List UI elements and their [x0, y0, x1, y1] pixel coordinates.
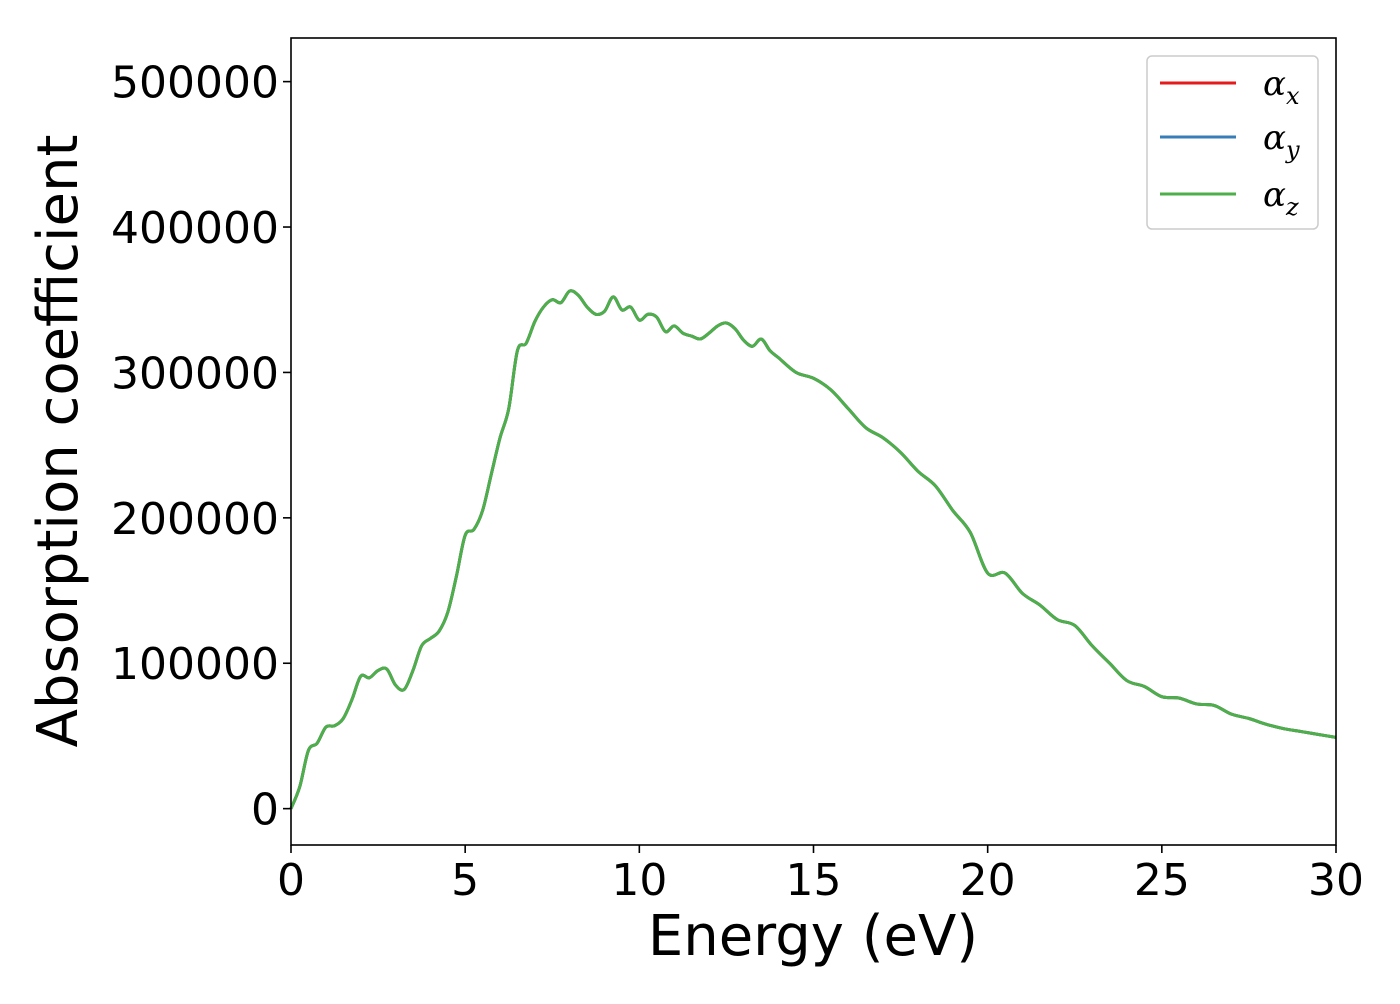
y-tick-label: 0 — [251, 785, 279, 836]
y-axis-title: Absorption coefficient — [26, 135, 91, 748]
x-tick-label: 30 — [1308, 855, 1364, 906]
x-tick-label: 5 — [451, 855, 479, 906]
x-tick-label: 20 — [960, 855, 1016, 906]
legend-box — [1146, 55, 1319, 230]
legend-label-z: αz — [1263, 175, 1299, 221]
legend: αx αy αz — [1146, 55, 1319, 230]
y-tick-label: 400000 — [111, 203, 279, 254]
series-layer — [289, 289, 1337, 810]
x-tick-label: 25 — [1134, 855, 1190, 906]
x-tick-label: 10 — [611, 855, 667, 906]
y-tick-label: 500000 — [111, 58, 279, 109]
y-axis: 0 100000 200000 300000 400000 500000 — [111, 58, 291, 836]
legend-label-x: αx — [1263, 64, 1300, 110]
series-line-z — [289, 289, 1337, 810]
x-axis-title: Energy (eV) — [648, 904, 978, 969]
y-tick-label: 300000 — [111, 348, 279, 399]
legend-label-y: αy — [1263, 118, 1300, 164]
x-tick-label: 0 — [277, 855, 305, 906]
x-axis: 0 5 10 15 20 25 30 — [277, 845, 1364, 906]
y-tick-label: 200000 — [111, 494, 279, 545]
y-tick-label: 100000 — [111, 639, 279, 690]
x-tick-label: 15 — [786, 855, 842, 906]
